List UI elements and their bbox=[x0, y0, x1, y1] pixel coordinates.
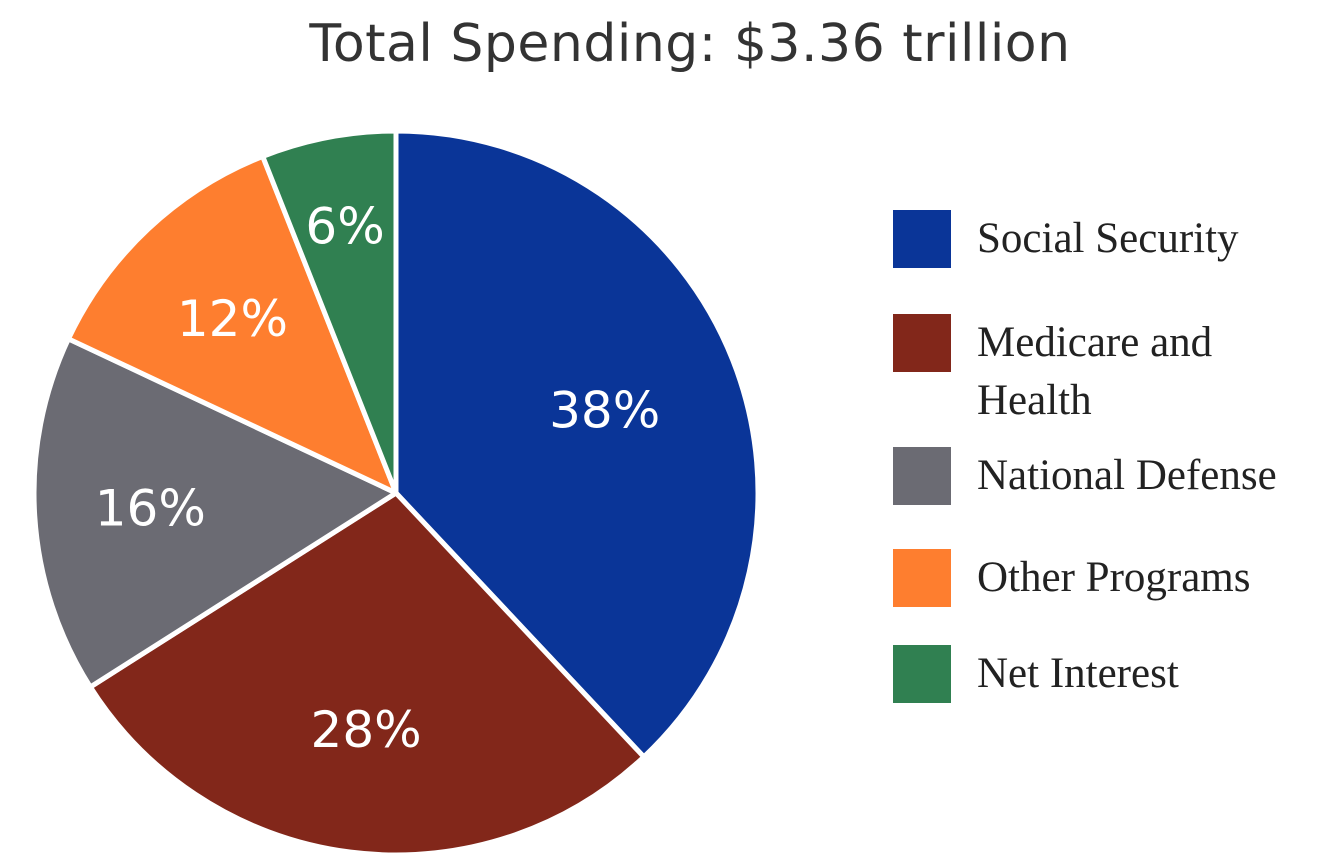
legend-swatch bbox=[893, 549, 951, 607]
legend-item-social-security: Social Security bbox=[893, 210, 1317, 268]
pie-slice-medicare-and-health bbox=[87, 490, 647, 858]
pie-chart: 38% 28% 16% 12% 6% bbox=[31, 128, 761, 858]
pie-label-medicare-and-health: 28% bbox=[311, 701, 422, 759]
legend-item-medicare-and-health: Medicare and Health bbox=[893, 314, 1317, 430]
legend-swatch bbox=[893, 447, 951, 505]
pie-labels: 38% 28% 16% 12% 6% bbox=[95, 197, 661, 759]
pie-slice-other-programs bbox=[65, 153, 399, 496]
pie-slice-social-security bbox=[393, 128, 761, 760]
legend-swatch bbox=[893, 210, 951, 268]
pie-slices bbox=[31, 128, 761, 858]
chart-title: Total Spending: $3.36 trillion bbox=[309, 14, 1071, 74]
legend-label: Medicare and Health bbox=[977, 319, 1213, 424]
pie-slice-net-interest bbox=[260, 128, 399, 496]
legend-label: Net Interest bbox=[977, 650, 1179, 697]
pie-label-net-interest: 6% bbox=[305, 197, 384, 255]
legend-item-national-defense: National Defense bbox=[893, 447, 1317, 505]
legend-swatch bbox=[893, 645, 951, 703]
legend-label: National Defense bbox=[977, 452, 1277, 499]
legend-label: Social Security bbox=[977, 215, 1239, 262]
pie-label-national-defense: 16% bbox=[95, 480, 206, 538]
legend-item-other-programs: Other Programs bbox=[893, 549, 1317, 607]
legend-item-net-interest: Net Interest bbox=[893, 645, 1317, 703]
legend-swatch bbox=[893, 314, 951, 372]
legend-label: Other Programs bbox=[977, 554, 1251, 601]
pie-slice-national-defense bbox=[31, 336, 399, 690]
pie-label-other-programs: 12% bbox=[177, 290, 288, 348]
pie-label-social-security: 38% bbox=[549, 381, 660, 439]
